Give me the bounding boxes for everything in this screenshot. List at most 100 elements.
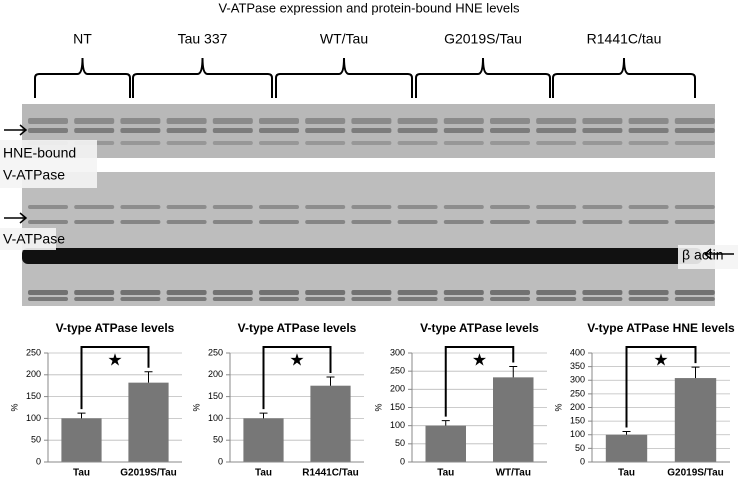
y-tick-label: 250 xyxy=(570,388,585,398)
band xyxy=(397,141,438,145)
y-tick-label: 200 xyxy=(26,369,41,379)
band xyxy=(74,290,115,295)
y-tick-label: 0 xyxy=(400,456,405,466)
error-bar xyxy=(259,412,268,419)
band xyxy=(397,220,438,224)
y-tick-label: 150 xyxy=(390,402,405,412)
band xyxy=(120,290,161,295)
band xyxy=(582,205,623,209)
y-axis-label: % xyxy=(553,403,563,411)
band xyxy=(582,128,623,133)
band xyxy=(536,205,577,209)
figure-title: V-ATPase expression and protein-bound HN… xyxy=(218,0,520,15)
significance-bracket xyxy=(625,346,697,428)
error-bar xyxy=(144,371,153,383)
band xyxy=(674,141,715,145)
band xyxy=(397,297,438,301)
significance-star: ★ xyxy=(289,350,304,369)
band xyxy=(305,205,346,209)
y-tick-label: 100 xyxy=(208,413,223,423)
significance-star: ★ xyxy=(653,350,668,369)
band xyxy=(166,290,207,295)
blot-bands xyxy=(22,118,715,301)
bar xyxy=(674,378,717,462)
y-tick-label: 200 xyxy=(390,384,405,394)
y-tick-label: 0 xyxy=(36,456,41,466)
label-box xyxy=(0,228,56,250)
band xyxy=(28,220,68,224)
band xyxy=(490,141,530,145)
y-tick-label: 150 xyxy=(26,391,41,401)
band xyxy=(120,297,161,301)
error-bar xyxy=(326,376,335,386)
x-tick-label: R1441C/Tau xyxy=(302,468,359,479)
band xyxy=(582,297,623,301)
brace xyxy=(552,57,696,98)
band xyxy=(674,220,715,224)
bar xyxy=(493,377,534,462)
group-label: R1441C/tau xyxy=(587,31,662,47)
bar xyxy=(243,418,284,462)
band xyxy=(582,220,623,224)
actin-label: β actin xyxy=(682,247,724,263)
arrows xyxy=(4,124,734,260)
band xyxy=(305,220,346,224)
chart-title: V-type ATPase HNE levels xyxy=(587,321,735,335)
error-bar xyxy=(509,365,518,378)
band xyxy=(74,118,115,124)
band xyxy=(259,128,299,133)
brace xyxy=(132,57,273,98)
band xyxy=(674,118,715,124)
y-tick-label: 50 xyxy=(395,438,405,448)
band xyxy=(74,297,115,301)
y-tick-label: 0 xyxy=(218,456,223,466)
band xyxy=(628,297,669,301)
band xyxy=(351,290,392,295)
band xyxy=(74,205,115,209)
y-tick-label: 200 xyxy=(570,402,585,412)
x-tick-label: Tau xyxy=(73,468,90,479)
bar xyxy=(425,425,466,462)
x-tick-label: Tau xyxy=(437,468,454,479)
band xyxy=(305,141,346,145)
band xyxy=(120,220,161,224)
band xyxy=(582,141,623,145)
band xyxy=(351,205,392,209)
band xyxy=(166,118,207,124)
y-tick-label: 50 xyxy=(31,435,41,445)
band xyxy=(120,128,161,133)
band xyxy=(259,297,299,301)
group-label: NT xyxy=(73,31,92,47)
error-bar xyxy=(691,366,700,379)
band xyxy=(490,128,530,133)
y-tick-label: 100 xyxy=(26,413,41,423)
band xyxy=(443,297,484,301)
chart-title: V-type ATPase levels xyxy=(238,321,357,335)
band xyxy=(628,205,669,209)
band xyxy=(628,290,669,295)
band xyxy=(582,118,623,124)
chart-title: V-type ATPase levels xyxy=(420,321,539,335)
significance-bracket xyxy=(80,346,150,410)
band xyxy=(212,118,253,124)
y-tick-label: 250 xyxy=(208,347,223,357)
band xyxy=(120,118,161,124)
brace xyxy=(275,57,413,98)
band xyxy=(397,118,438,124)
band xyxy=(120,141,161,145)
band xyxy=(351,141,392,145)
band xyxy=(259,118,299,124)
band xyxy=(212,205,253,209)
x-tick-label: G2019S/Tau xyxy=(120,468,177,479)
band xyxy=(305,118,346,124)
y-tick-label: 200 xyxy=(208,369,223,379)
group-label: WT/Tau xyxy=(320,31,368,47)
y-tick-label: 150 xyxy=(570,416,585,426)
bar xyxy=(605,434,648,462)
band xyxy=(166,297,207,301)
band xyxy=(536,297,577,301)
band xyxy=(490,205,530,209)
band xyxy=(305,297,346,301)
band xyxy=(674,205,715,209)
